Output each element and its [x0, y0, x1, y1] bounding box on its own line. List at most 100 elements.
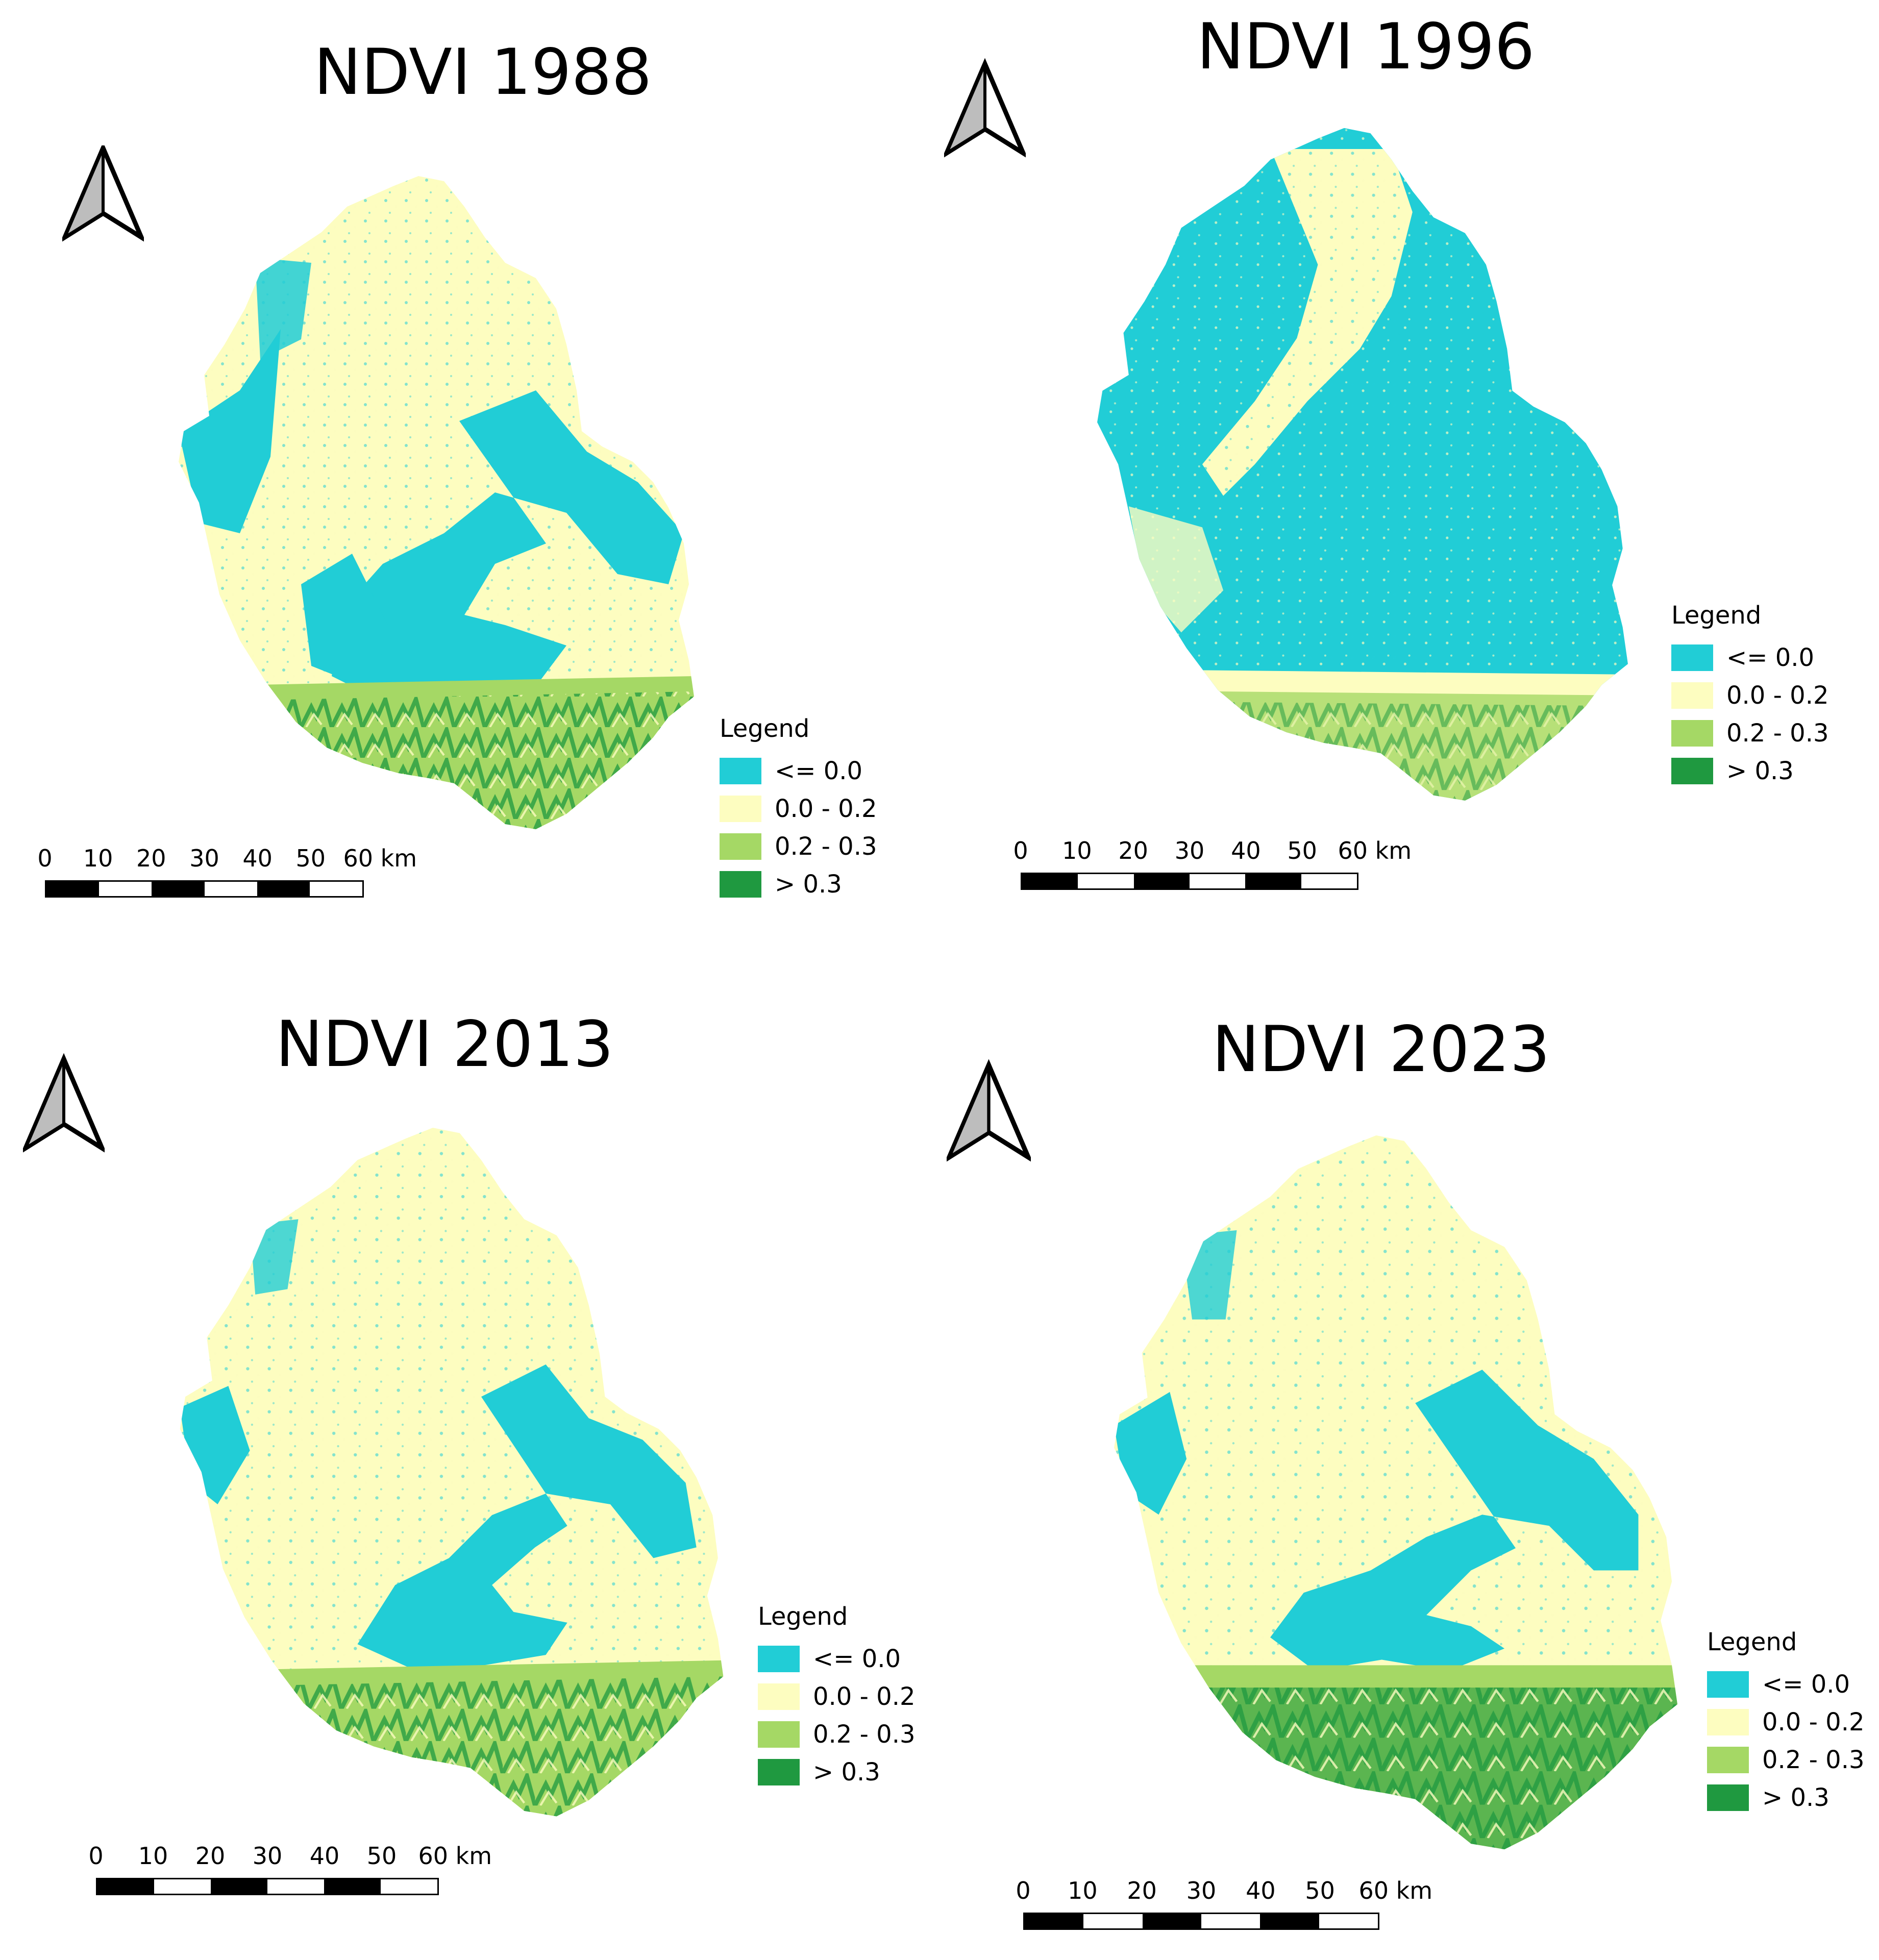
scale-tick-label: 20 [136, 845, 166, 872]
legend-swatch [1671, 758, 1713, 784]
legend-title: Legend [720, 714, 810, 743]
legend-item: 0.2 - 0.3 [1707, 1741, 1865, 1779]
legend-swatch [758, 1683, 800, 1710]
legend-swatch [720, 758, 761, 784]
north-arrow-icon [947, 1059, 1031, 1166]
legend-swatch [720, 796, 761, 822]
panel-title: NDVI 2023 [1212, 1013, 1550, 1086]
legend-item: <= 0.0 [1707, 1666, 1865, 1703]
scale-tick-label: 40 [1246, 1877, 1276, 1904]
legend-swatch [1671, 682, 1713, 709]
scale-tick-label: 50 [1305, 1877, 1335, 1904]
legend: Legend <= 0.0 0.0 - 0.2 0.2 - 0.3 > 0.3 [720, 714, 877, 903]
scale-tick-label: 50 [366, 1842, 397, 1870]
scale-tick-label: 60 km [418, 1842, 492, 1870]
panel-title: NDVI 2013 [276, 1008, 614, 1081]
scale-tick-label: 50 [1287, 837, 1317, 864]
scale-tick-label: 40 [1231, 837, 1261, 864]
legend-swatch [720, 871, 761, 898]
scale-tick-label: 20 [1118, 837, 1148, 864]
legend-label: 0.2 - 0.3 [813, 1720, 916, 1749]
legend-item: > 0.3 [1671, 752, 1829, 790]
legend-label: <= 0.0 [1762, 1670, 1850, 1699]
legend-label: 0.2 - 0.3 [775, 832, 877, 861]
legend-swatch [1671, 644, 1713, 671]
legend-label: > 0.3 [813, 1758, 880, 1787]
legend-label: > 0.3 [775, 870, 842, 899]
legend-label: 0.0 - 0.2 [813, 1682, 916, 1711]
scale-tick-label: 10 [138, 1842, 168, 1870]
legend: Legend <= 0.0 0.0 - 0.2 0.2 - 0.3 > 0.3 [1707, 1628, 1865, 1817]
legend-item: > 0.3 [720, 865, 877, 903]
legend-label: <= 0.0 [813, 1645, 901, 1673]
scale-tick-label: 20 [195, 1842, 226, 1870]
legend-swatch [758, 1759, 800, 1785]
legend-label: 0.0 - 0.2 [1762, 1708, 1865, 1736]
scale-tick-label: 10 [83, 845, 113, 872]
legend-item: 0.0 - 0.2 [758, 1678, 916, 1716]
scale-tick-label: 30 [1174, 837, 1205, 864]
legend-item: 0.2 - 0.3 [720, 828, 877, 865]
legend-label: <= 0.0 [1726, 643, 1815, 672]
scale-tick-label: 10 [1062, 837, 1092, 864]
scale-tick-label: 60 km [1358, 1877, 1433, 1904]
scale-tick-label: 40 [242, 845, 273, 872]
legend-swatch [1671, 720, 1713, 747]
legend-item: > 0.3 [1707, 1779, 1865, 1817]
scale-tick-label: 60 km [1338, 837, 1412, 864]
legend-item: > 0.3 [758, 1753, 916, 1791]
legend-title: Legend [1707, 1628, 1797, 1656]
legend-item: <= 0.0 [1671, 639, 1829, 677]
scale-tick-label: 30 [252, 1842, 283, 1870]
scale-tick-label: 0 [1013, 837, 1028, 864]
legend-swatch [758, 1646, 800, 1672]
legend-item: 0.2 - 0.3 [1671, 714, 1829, 752]
legend: Legend <= 0.0 0.0 - 0.2 0.2 - 0.3 > 0.3 [1671, 601, 1829, 790]
legend-swatch [1707, 1784, 1749, 1811]
legend-item: <= 0.0 [758, 1640, 916, 1678]
north-arrow-icon [944, 56, 1026, 163]
legend-label: > 0.3 [1762, 1783, 1829, 1812]
scale-bar: 0 10 20 30 40 50 60 km [1013, 837, 1412, 890]
legend-label: 0.0 - 0.2 [1726, 681, 1829, 710]
north-arrow-icon [62, 145, 144, 242]
legend-swatch [1707, 1747, 1749, 1773]
legend-label: 0.2 - 0.3 [1726, 719, 1829, 748]
legend-swatch [758, 1721, 800, 1748]
ndvi-map-1988 [179, 176, 694, 829]
legend-label: <= 0.0 [775, 757, 863, 785]
scale-tick-label: 20 [1127, 1877, 1157, 1904]
scale-bar: 0 10 20 30 40 50 60 km [88, 1842, 492, 1895]
north-arrow-icon [23, 1051, 105, 1158]
legend-label: 0.0 - 0.2 [775, 795, 877, 823]
legend-item: 0.2 - 0.3 [758, 1716, 916, 1753]
legend: Legend <= 0.0 0.0 - 0.2 0.2 - 0.3 > 0.3 [758, 1602, 916, 1791]
legend-title: Legend [758, 1602, 848, 1631]
legend-label: 0.2 - 0.3 [1762, 1746, 1865, 1774]
scale-tick-label: 50 [295, 845, 326, 872]
legend-item: <= 0.0 [720, 752, 877, 790]
scale-tick-label: 30 [1186, 1877, 1217, 1904]
ndvi-map-2023 [1114, 1135, 1677, 1850]
scale-tick-label: 40 [309, 1842, 340, 1870]
scale-bar: 0 10 20 30 40 50 60 km [1016, 1877, 1432, 1930]
panel-title: NDVI 1988 [314, 36, 652, 109]
ndvi-map-2013 [180, 1128, 724, 1817]
legend-swatch [720, 833, 761, 860]
ndvi-map-1996 [1097, 128, 1628, 801]
scale-tick-label: 0 [37, 845, 53, 872]
legend-swatch [1707, 1671, 1749, 1698]
legend-title: Legend [1671, 601, 1762, 630]
legend-swatch [1707, 1709, 1749, 1735]
scale-bar: 0 10 20 30 40 50 60 km [37, 845, 417, 898]
legend-item: 0.0 - 0.2 [1671, 677, 1829, 714]
scale-tick-label: 0 [1016, 1877, 1031, 1904]
legend-label: > 0.3 [1726, 757, 1794, 785]
scale-tick-label: 10 [1068, 1877, 1098, 1904]
legend-item: 0.0 - 0.2 [720, 790, 877, 828]
scale-tick-label: 0 [88, 1842, 104, 1870]
scale-tick-label: 60 km [343, 845, 417, 872]
panel-title: NDVI 1996 [1197, 10, 1535, 84]
legend-item: 0.0 - 0.2 [1707, 1703, 1865, 1741]
scale-tick-label: 30 [189, 845, 219, 872]
